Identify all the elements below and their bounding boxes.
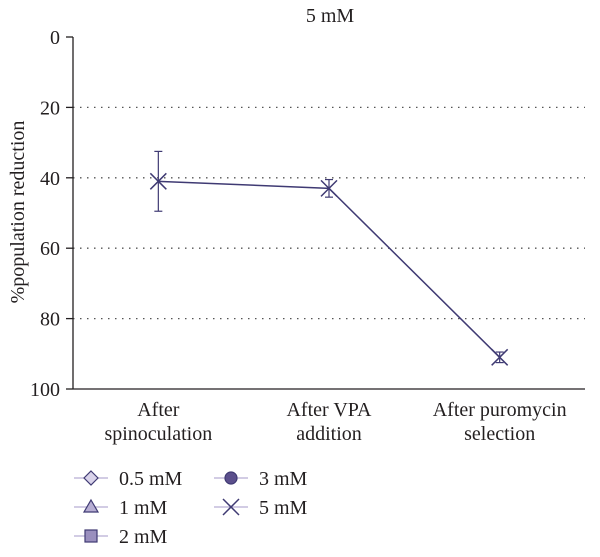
data-point [320,179,338,197]
legend-marker [224,471,238,485]
x-marker-stroke [149,172,167,190]
legend-label: 3 mM [259,468,308,490]
legend-marker [82,498,100,513]
legend-label: 1 mM [119,497,168,519]
x-marker-stroke [222,498,240,516]
x-marker-stroke [320,179,338,197]
legend-marker [84,529,98,543]
x-tick-label: After VPA addition [286,399,372,445]
legend-label: 0.5 mM [119,468,183,490]
series-line [158,180,501,358]
legend-item: 3 mM [214,468,308,490]
legend-label: 2 mM [119,526,168,548]
legend-marker [222,498,240,516]
legend-item: 5 mM [214,497,308,519]
legend-item: 0.5 mM [74,468,183,490]
series-5mm [149,150,509,366]
y-tick-label: 80 [40,309,60,331]
legend-item: 1 mM [74,497,168,519]
y-tick-label: 100 [30,379,60,401]
y-tick-label: 60 [40,238,60,260]
legend-label: 5 mM [259,497,308,519]
legend-marker [83,470,99,486]
data-point [491,348,509,366]
x-tick-label: After puromycin selection [433,399,567,445]
legend-item: 2 mM [74,526,168,548]
x-tick-label: After spinoculation [104,399,212,445]
legend: 0.5 mM 1 mM 2 mM 3 mM 5 mM [74,468,308,548]
y-tick-label: 0 [50,27,60,49]
y-axis-label: %population reduction [7,121,29,304]
data-point [149,172,167,190]
y-tick-label: 20 [40,97,60,119]
chart-title: 5 mM [306,5,355,27]
axes [72,37,585,390]
x-tick-labels: After spinoculation After VPA addition After… [104,399,566,445]
gridlines [73,106,585,320]
x-marker-stroke [491,348,509,366]
y-tick-labels: 0 20 40 60 80 100 [30,27,73,401]
y-tick-label: 40 [40,168,60,190]
